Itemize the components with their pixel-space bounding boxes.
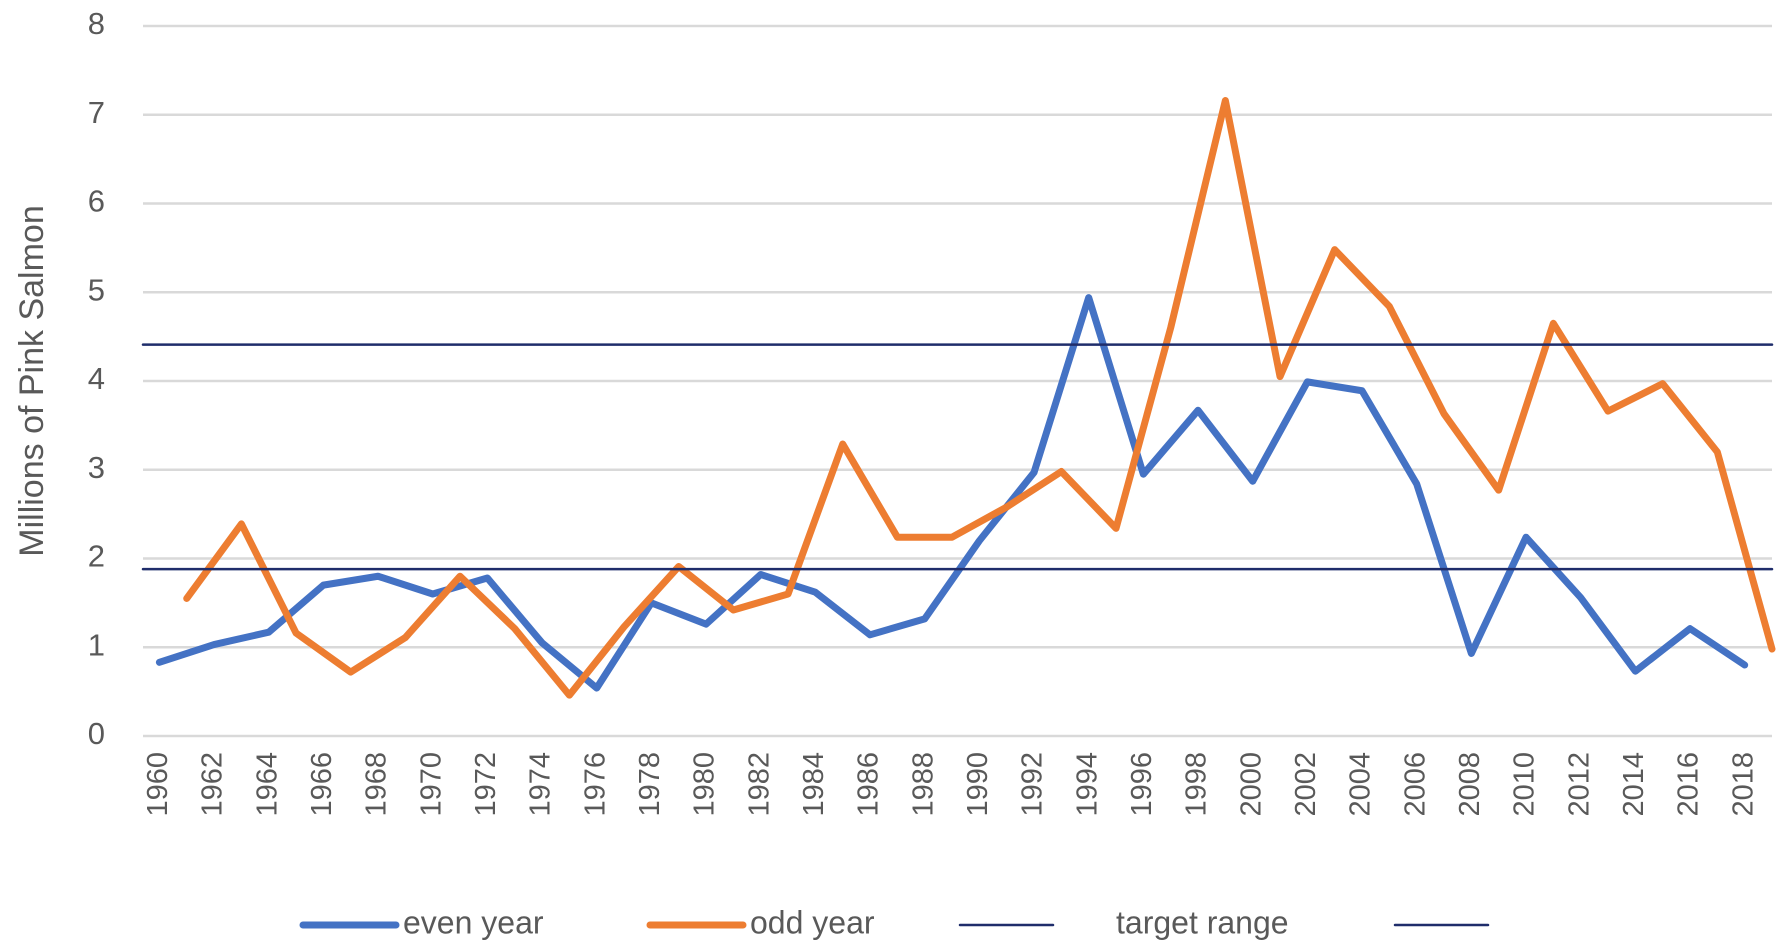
x-tick-label: 2004 — [1345, 752, 1377, 817]
x-tick-label: 2006 — [1399, 752, 1431, 817]
x-tick-label: 1982 — [743, 752, 775, 817]
x-tick-label: 2012 — [1563, 752, 1595, 817]
series-line — [155, 294, 1749, 692]
x-tick-label: 1988 — [907, 752, 939, 817]
legend-label: odd year — [750, 904, 875, 940]
x-tick-label: 1962 — [197, 752, 229, 817]
series-line — [183, 97, 1776, 699]
y-tick-label: 6 — [88, 184, 105, 219]
x-tick-label: 1964 — [251, 752, 283, 817]
legend-label: target range — [1116, 904, 1289, 940]
y-tick-label: 0 — [88, 716, 105, 751]
x-tick-label: 1968 — [361, 752, 393, 817]
x-tick-label: 2014 — [1618, 752, 1650, 817]
x-tick-label: 2010 — [1509, 752, 1541, 817]
x-tick-label: 2000 — [1235, 752, 1267, 817]
x-tick-label: 1980 — [689, 752, 721, 817]
y-tick-label: 4 — [88, 361, 105, 396]
x-tick-label: 1986 — [853, 752, 885, 817]
y-tick-label: 2 — [88, 539, 105, 574]
x-tick-label: 1972 — [470, 752, 502, 817]
x-tick-label: 1976 — [579, 752, 611, 817]
x-tick-label: 1978 — [634, 752, 666, 817]
x-tick-label: 2002 — [1290, 752, 1322, 817]
y-tick-label: 7 — [88, 95, 105, 130]
x-tick-label: 1998 — [1181, 752, 1213, 817]
x-tick-label: 1960 — [142, 752, 174, 817]
x-tick-label: 1970 — [415, 752, 447, 817]
y-axis-label: Millions of Pink Salmon — [13, 205, 51, 556]
x-tick-label: 1992 — [1017, 752, 1049, 817]
x-tick-label: 1990 — [962, 752, 994, 817]
x-tick-label: 1996 — [1126, 752, 1158, 817]
x-tick-label: 1994 — [1071, 752, 1103, 817]
y-tick-label: 3 — [88, 450, 105, 485]
x-tick-label: 1984 — [798, 752, 830, 817]
x-tick-label: 2016 — [1673, 752, 1705, 817]
y-tick-label: 1 — [88, 627, 105, 662]
x-tick-label: 2018 — [1727, 752, 1759, 817]
x-tick-label: 1966 — [306, 752, 338, 817]
x-tick-label: 1974 — [525, 752, 557, 817]
x-tick-label: 2008 — [1454, 752, 1486, 817]
y-tick-label: 5 — [88, 272, 105, 307]
legend-label: even year — [403, 904, 544, 940]
y-tick-label: 8 — [88, 6, 105, 41]
